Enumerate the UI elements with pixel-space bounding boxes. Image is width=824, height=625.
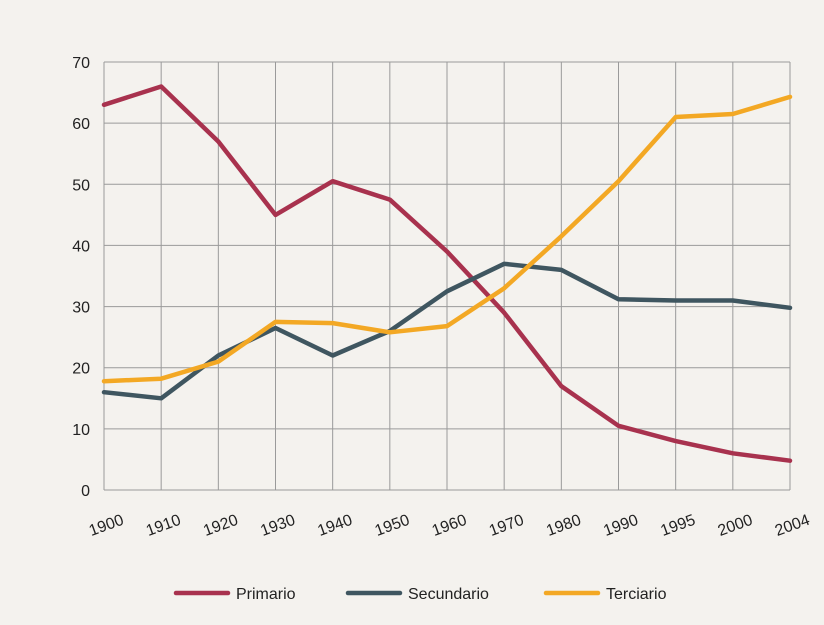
legend-label-terciario: Terciario xyxy=(606,586,667,603)
x-axis-ticks: 1900 1910 1920 1930 1940 1950 1960 1970 1980 1990… xyxy=(87,512,812,540)
y-tick-label: 60 xyxy=(72,116,90,133)
gridlines xyxy=(103,61,791,491)
series-line-secundario xyxy=(101,261,793,401)
legend-label-secundario: Secundario xyxy=(408,586,489,603)
x-tick-label: 1930 xyxy=(258,512,297,540)
x-tick-label: 1980 xyxy=(544,512,583,540)
x-tick-label: 1960 xyxy=(430,512,469,540)
x-tick-label: 1995 xyxy=(658,512,697,540)
x-tick-label: 1920 xyxy=(201,512,240,540)
y-tick-label: 20 xyxy=(72,361,90,378)
x-tick-label: 1940 xyxy=(315,512,354,540)
y-tick-label: 10 xyxy=(72,422,90,439)
x-tick-label: 2000 xyxy=(716,512,755,540)
x-tick-label: 1950 xyxy=(373,512,412,540)
series-line-terciario xyxy=(101,94,793,384)
series-line-primario xyxy=(101,84,793,463)
legend-label-primario: Primario xyxy=(236,586,296,603)
series-lines xyxy=(101,84,793,463)
y-tick-label: 40 xyxy=(72,238,90,255)
x-tick-label: 1970 xyxy=(487,512,526,540)
y-tick-label: 70 xyxy=(72,55,90,72)
x-tick-label: 1990 xyxy=(601,512,640,540)
y-axis-ticks: 0 10 20 30 40 50 60 70 xyxy=(72,55,90,500)
legend: Primario Secundario Terciario xyxy=(173,586,667,603)
y-tick-label: 50 xyxy=(72,177,90,194)
x-tick-label: 1900 xyxy=(87,512,126,540)
x-tick-label: 1910 xyxy=(144,512,183,540)
x-tick-label: 2004 xyxy=(773,512,812,540)
y-tick-label: 0 xyxy=(81,483,90,500)
y-tick-label: 30 xyxy=(72,300,90,317)
